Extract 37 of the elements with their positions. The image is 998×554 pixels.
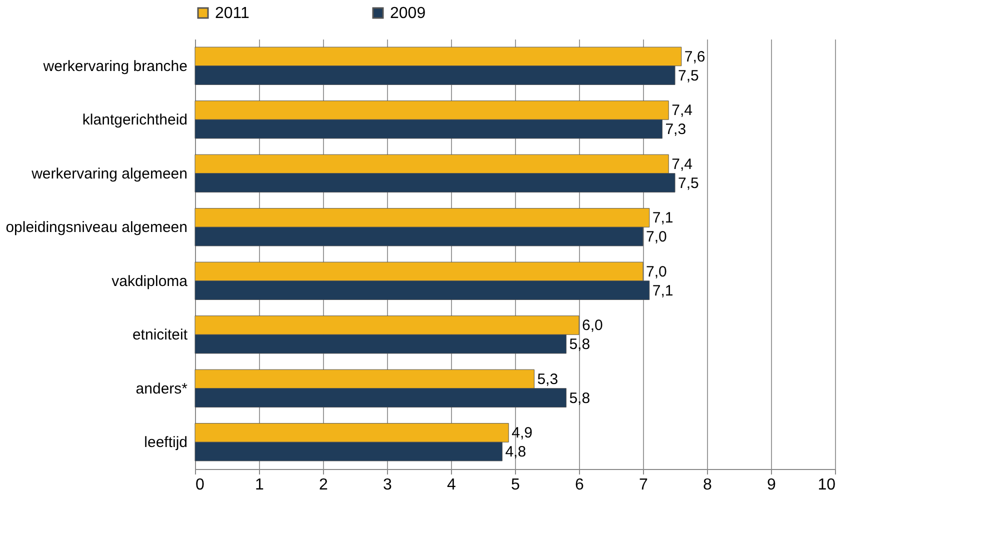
y-tick-label: opleidingsniveau algemeen <box>6 219 188 236</box>
x-tick-label: 3 <box>383 476 392 494</box>
data-label: 7,5 <box>678 67 699 84</box>
y-tick-label: etniciteit <box>132 326 188 344</box>
x-tick-label: 1 <box>255 476 264 494</box>
data-label: 6,0 <box>582 317 603 334</box>
x-tick-label: 4 <box>447 476 456 494</box>
data-label: 7,3 <box>665 121 686 138</box>
data-label: 5,3 <box>537 370 558 388</box>
data-label: 5,8 <box>569 390 590 407</box>
x-tick-label: 2 <box>319 476 328 494</box>
data-label: 4,9 <box>512 424 532 442</box>
x-tick-label: 0 <box>196 476 204 494</box>
legend-label: 2009 <box>390 5 426 22</box>
x-tick-label: 8 <box>703 476 712 494</box>
legend-label: 2011 <box>215 5 250 22</box>
data-label: 7,5 <box>678 174 699 192</box>
y-tick-label: vakdiploma <box>112 272 188 290</box>
data-label: 7,6 <box>684 48 706 66</box>
data-label: 7,1 <box>652 210 674 227</box>
data-label: 7,0 <box>646 228 667 246</box>
x-tick-label: 5 <box>511 476 520 494</box>
data-label: 7,4 <box>672 102 692 120</box>
y-tick-label: werkervaring algemeen <box>30 165 188 182</box>
data-label: 7,4 <box>672 156 692 173</box>
data-label: 7,0 <box>646 263 667 280</box>
y-tick-label: anders* <box>136 380 188 398</box>
data-label: 5,8 <box>569 336 590 354</box>
x-tick-label: 6 <box>575 476 584 494</box>
x-tick-label: 10 <box>818 476 836 494</box>
y-tick-label: werkervaring branche <box>42 58 188 75</box>
data-label: 7,1 <box>652 282 674 300</box>
data-label: 4,8 <box>505 444 526 461</box>
y-tick-label: leeftijd <box>144 434 188 452</box>
y-tick-label: klantgerichtheid <box>82 112 188 129</box>
x-tick-label: 9 <box>767 476 776 494</box>
x-tick-label: 7 <box>639 476 648 494</box>
